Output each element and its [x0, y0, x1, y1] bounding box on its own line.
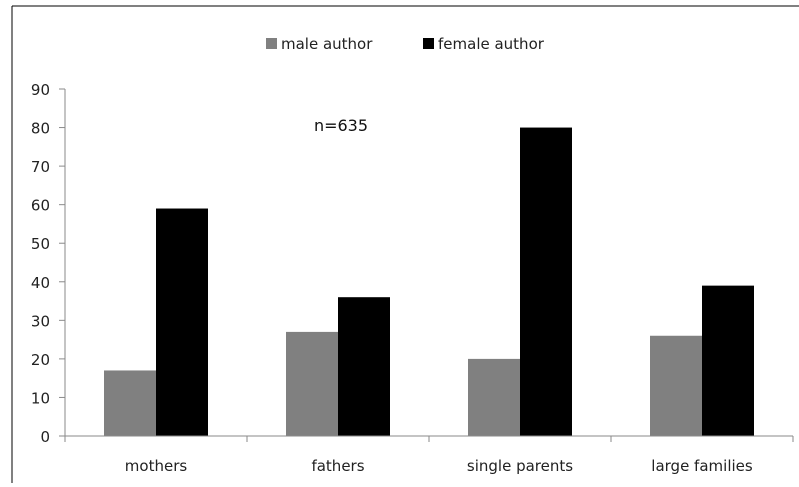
x-tick-label: large families — [651, 457, 753, 475]
y-tick-label: 80 — [31, 120, 50, 138]
x-tick-label: single parents — [467, 457, 573, 475]
y-tick-label: 0 — [40, 428, 50, 446]
y-tick-label: 40 — [31, 274, 50, 292]
bar-female-author-fathers — [338, 297, 390, 436]
bar-male-author-large-families — [650, 335, 702, 436]
y-tick-label: 10 — [31, 389, 50, 407]
y-tick-label: 90 — [31, 81, 50, 99]
legend: male author female author — [266, 35, 545, 53]
bar-male-author-mothers — [104, 370, 156, 436]
bar-male-author-single-parents — [468, 358, 520, 436]
y-axis: 0 10 20 30 40 50 60 70 80 90 — [31, 81, 66, 446]
legend-label-male-author: male author — [281, 35, 373, 53]
x-tick-label: mothers — [125, 457, 188, 475]
x-tick-label: fathers — [311, 457, 364, 475]
y-tick-label: 50 — [31, 235, 50, 253]
bar-female-author-single-parents — [520, 127, 572, 437]
y-tick-label: 30 — [31, 312, 50, 330]
legend-swatch-male-author — [266, 38, 277, 49]
y-tick-label: 70 — [31, 158, 50, 176]
x-axis: mothers fathers single parents large famili… — [64, 435, 794, 475]
legend-label-female-author: female author — [438, 35, 545, 53]
bar-male-author-fathers — [286, 331, 338, 436]
bar-female-author-large-families — [702, 285, 754, 436]
sample-size-annotation: n=635 — [314, 116, 368, 135]
y-tick-label: 60 — [31, 197, 50, 215]
y-tick-label: 20 — [31, 351, 50, 369]
bar-female-author-mothers — [156, 208, 208, 436]
legend-swatch-female-author — [423, 38, 434, 49]
bars — [104, 127, 754, 437]
